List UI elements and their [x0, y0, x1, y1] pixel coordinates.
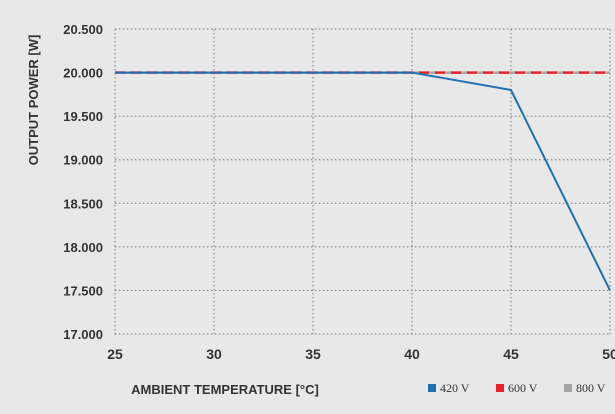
y-tick-label: 17.000	[63, 327, 103, 342]
legend-label: 600 V	[508, 381, 538, 395]
legend-label: 420 V	[440, 381, 470, 395]
legend-swatch	[428, 384, 436, 392]
y-tick-label: 19.000	[63, 153, 103, 168]
legend-swatch	[496, 384, 504, 392]
x-axis-title: AMBIENT TEMPERATURE [°C]	[131, 382, 319, 397]
y-tick-label: 18.500	[63, 196, 103, 211]
x-tick-label: 45	[503, 346, 519, 362]
legend-label: 800 V	[576, 381, 606, 395]
y-tick-label: 18.000	[63, 240, 103, 255]
y-tick-label: 19.500	[63, 109, 103, 124]
legend: 420 V 600 V 800 V	[428, 381, 606, 395]
y-axis-title: OUTPUT POWER [W]	[26, 35, 41, 166]
y-axis-ticks: 20.500 20.000 19.500 19.000 18.500 18.000 17.5…	[63, 22, 103, 342]
series-line-420-v	[115, 71, 611, 291]
x-tick-label: 35	[305, 346, 321, 362]
x-tick-label: 30	[206, 346, 222, 362]
x-tick-label: 40	[404, 346, 420, 362]
x-axis-ticks: 25 30 35 40 45 50	[107, 346, 615, 362]
y-tick-label: 20.500	[63, 22, 103, 37]
x-tick-label: 25	[107, 346, 123, 362]
x-tick-label: 50	[602, 346, 615, 362]
grid	[114, 28, 611, 335]
series-layer	[115, 71, 611, 291]
legend-swatch	[564, 384, 572, 392]
y-tick-label: 17.500	[63, 283, 103, 298]
y-tick-label: 20.000	[63, 66, 103, 81]
